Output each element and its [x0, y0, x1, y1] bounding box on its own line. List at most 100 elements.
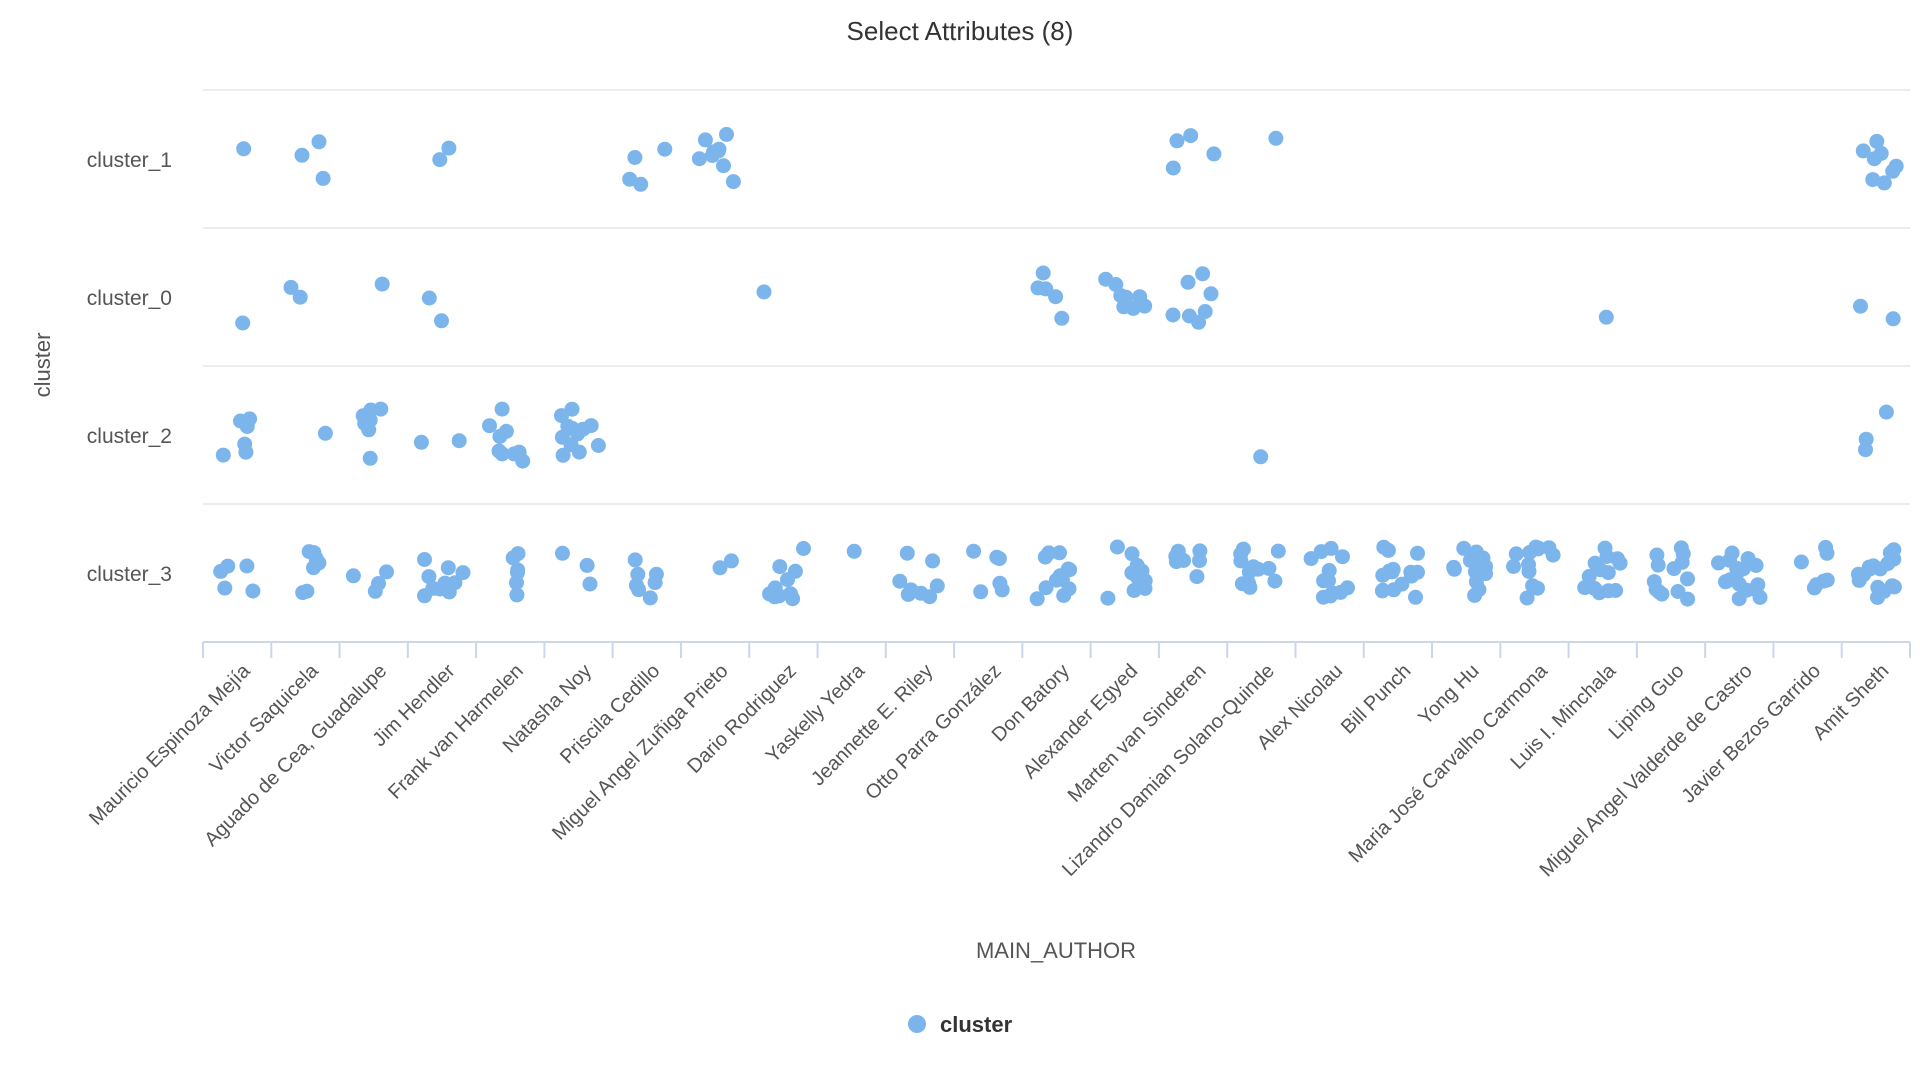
data-point[interactable] — [1323, 540, 1339, 556]
data-point[interactable] — [434, 313, 449, 329]
data-point[interactable] — [413, 434, 429, 450]
data-point[interactable] — [1134, 563, 1150, 579]
data-point[interactable] — [1267, 573, 1283, 589]
data-point[interactable] — [239, 558, 255, 574]
data-point[interactable] — [892, 573, 908, 589]
data-point[interactable] — [1478, 566, 1494, 582]
data-point[interactable] — [1203, 286, 1219, 302]
data-point[interactable] — [421, 290, 437, 306]
data-point[interactable] — [1886, 551, 1902, 567]
data-point[interactable] — [1125, 300, 1141, 316]
legend[interactable]: cluster — [908, 1012, 1013, 1037]
data-point[interactable] — [1853, 298, 1868, 314]
data-point[interactable] — [1100, 590, 1116, 606]
data-point[interactable] — [929, 578, 945, 594]
data-point[interactable] — [756, 284, 772, 300]
data-point[interactable] — [973, 584, 989, 600]
data-point[interactable] — [362, 450, 378, 466]
data-point[interactable] — [1456, 540, 1472, 556]
data-point[interactable] — [1250, 561, 1266, 577]
data-point[interactable] — [579, 557, 595, 573]
data-point[interactable] — [1870, 590, 1885, 605]
data-point[interactable] — [440, 560, 456, 576]
data-point[interactable] — [772, 559, 788, 575]
data-point[interactable] — [1242, 579, 1258, 595]
data-point[interactable] — [555, 447, 571, 463]
data-point[interactable] — [1056, 588, 1072, 603]
data-point[interactable] — [1876, 175, 1892, 191]
data-point[interactable] — [555, 545, 570, 561]
data-point[interactable] — [455, 565, 471, 581]
data-point[interactable] — [306, 560, 321, 576]
data-point[interactable] — [1471, 582, 1487, 598]
data-point[interactable] — [1654, 586, 1670, 602]
data-point[interactable] — [1718, 574, 1733, 590]
data-point[interactable] — [723, 553, 739, 569]
data-point[interactable] — [1650, 557, 1666, 573]
data-point[interactable] — [371, 576, 386, 591]
data-point[interactable] — [913, 585, 929, 601]
data-point[interactable] — [719, 126, 734, 142]
data-point[interactable] — [1819, 545, 1835, 561]
data-point[interactable] — [509, 587, 525, 603]
data-point[interactable] — [510, 562, 526, 578]
data-point[interactable] — [780, 572, 795, 588]
data-point[interactable] — [767, 580, 783, 596]
data-point[interactable] — [1506, 559, 1521, 574]
data-point[interactable] — [1531, 540, 1547, 556]
data-point[interactable] — [362, 412, 378, 428]
data-point[interactable] — [1118, 289, 1134, 305]
data-point[interactable] — [1165, 160, 1181, 176]
data-point[interactable] — [1519, 590, 1535, 606]
data-point[interactable] — [1888, 158, 1904, 174]
data-point[interactable] — [1195, 266, 1211, 282]
data-point[interactable] — [1730, 564, 1746, 580]
data-point[interactable] — [1235, 541, 1251, 557]
data-point[interactable] — [417, 588, 432, 604]
data-point[interactable] — [1711, 555, 1726, 571]
data-point[interactable] — [1268, 130, 1284, 146]
data-point[interactable] — [1381, 563, 1397, 579]
data-point[interactable] — [294, 147, 310, 163]
data-point[interactable] — [1189, 569, 1205, 585]
data-point[interactable] — [846, 543, 862, 559]
data-point[interactable] — [1885, 311, 1901, 327]
data-point[interactable] — [1855, 143, 1871, 159]
data-point[interactable] — [1183, 128, 1199, 144]
data-point[interactable] — [432, 152, 448, 168]
data-point[interactable] — [1048, 289, 1064, 305]
data-point[interactable] — [1609, 551, 1625, 567]
data-point[interactable] — [1192, 543, 1208, 559]
data-point[interactable] — [492, 429, 508, 444]
data-point[interactable] — [1680, 571, 1695, 587]
data-point[interactable] — [1261, 560, 1277, 576]
data-point[interactable] — [1376, 539, 1392, 555]
data-point[interactable] — [238, 444, 254, 460]
data-point[interactable] — [1521, 557, 1536, 572]
data-point[interactable] — [725, 174, 741, 190]
data-point[interactable] — [657, 141, 673, 157]
data-point[interactable] — [1030, 280, 1046, 296]
data-point[interactable] — [491, 443, 507, 459]
data-point[interactable] — [1793, 554, 1809, 570]
data-point[interactable] — [1169, 133, 1185, 149]
data-point[interactable] — [1038, 580, 1054, 596]
data-point[interactable] — [374, 276, 390, 292]
data-point[interactable] — [236, 141, 252, 157]
data-point[interactable] — [220, 558, 236, 574]
data-point[interactable] — [283, 279, 299, 295]
data-point[interactable] — [417, 552, 432, 567]
data-point[interactable] — [1197, 304, 1213, 319]
data-point[interactable] — [711, 141, 727, 157]
data-point[interactable] — [647, 575, 663, 591]
data-point[interactable] — [482, 418, 497, 434]
data-point[interactable] — [292, 289, 308, 305]
data-point[interactable] — [1587, 555, 1603, 571]
data-point[interactable] — [1060, 561, 1076, 577]
data-point[interactable] — [900, 586, 916, 602]
data-point[interactable] — [571, 444, 587, 460]
data-point[interactable] — [1321, 573, 1336, 589]
data-point[interactable] — [1674, 554, 1690, 570]
data-point[interactable] — [1600, 565, 1616, 581]
data-point[interactable] — [441, 140, 457, 156]
